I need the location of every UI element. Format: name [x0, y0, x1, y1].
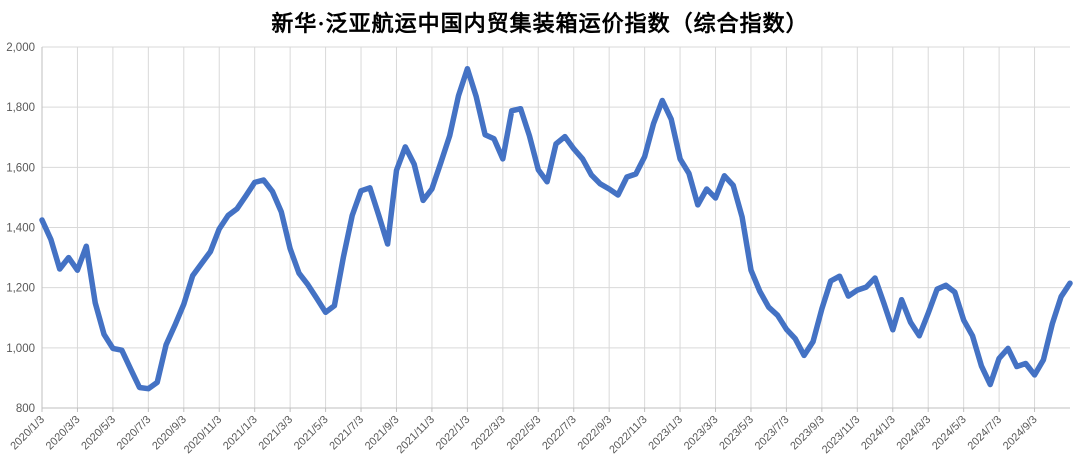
x-axis-tick-label: 2024/1/3 — [859, 414, 898, 453]
y-axis-tick-label: 800 — [16, 403, 35, 415]
x-axis-tick-label: 2022/1/3 — [434, 414, 473, 453]
x-axis-tick-label: 2022/7/3 — [540, 414, 579, 453]
x-axis-tick-label: 2020/11/3 — [182, 414, 225, 457]
x-axis-tick-label: 2020/5/3 — [79, 414, 118, 453]
y-axis-tick-label: 1,200 — [6, 283, 35, 295]
x-axis-tick-label: 2022/3/3 — [469, 414, 508, 453]
x-axis-tick-label: 2024/7/3 — [965, 414, 1004, 453]
x-axis-tick-label: 2021/5/3 — [292, 414, 331, 453]
y-axis-tick-label: 1,400 — [6, 223, 35, 235]
x-axis-tick-label: 2021/3/3 — [256, 414, 295, 453]
x-axis-tick-label: 2022/11/3 — [607, 414, 650, 457]
x-axis-tick-label: 2020/3/3 — [44, 414, 83, 453]
series-line-composite-index — [39, 65, 1073, 392]
x-axis-tick-label: 2021/1/3 — [221, 414, 260, 453]
x-axis-tick-label: 2023/11/3 — [820, 414, 863, 457]
chart-title: 新华·泛亚航运中国内贸集装箱运价指数（综合指数） — [271, 11, 809, 36]
x-axis-tick-label: 2022/5/3 — [505, 414, 544, 453]
y-axis-tick-label: 1,000 — [6, 343, 35, 355]
x-axis-tick-label: 2021/11/3 — [395, 414, 438, 457]
y-axis-tick-label: 1,600 — [6, 162, 35, 174]
x-axis-tick-label: 2021/7/3 — [327, 414, 366, 453]
y-axis-tick-label: 2,000 — [6, 42, 35, 54]
x-axis-tick-label: 2020/1/3 — [8, 414, 47, 453]
x-axis-tick-label: 2024/3/3 — [895, 414, 934, 453]
x-axis-tick-label: 2023/5/3 — [717, 414, 756, 453]
x-axis-tick-label: 2023/1/3 — [646, 414, 685, 453]
x-axis-tick-label: 2024/9/3 — [1001, 414, 1040, 453]
y-axis-tick-label: 1,800 — [6, 102, 35, 114]
x-axis-tick-label: 2024/5/3 — [930, 414, 969, 453]
x-axis-tick-label: 2023/7/3 — [753, 414, 792, 453]
x-axis-tick-label: 2020/7/3 — [115, 414, 154, 453]
x-axis-tick-label: 2023/3/3 — [682, 414, 721, 453]
